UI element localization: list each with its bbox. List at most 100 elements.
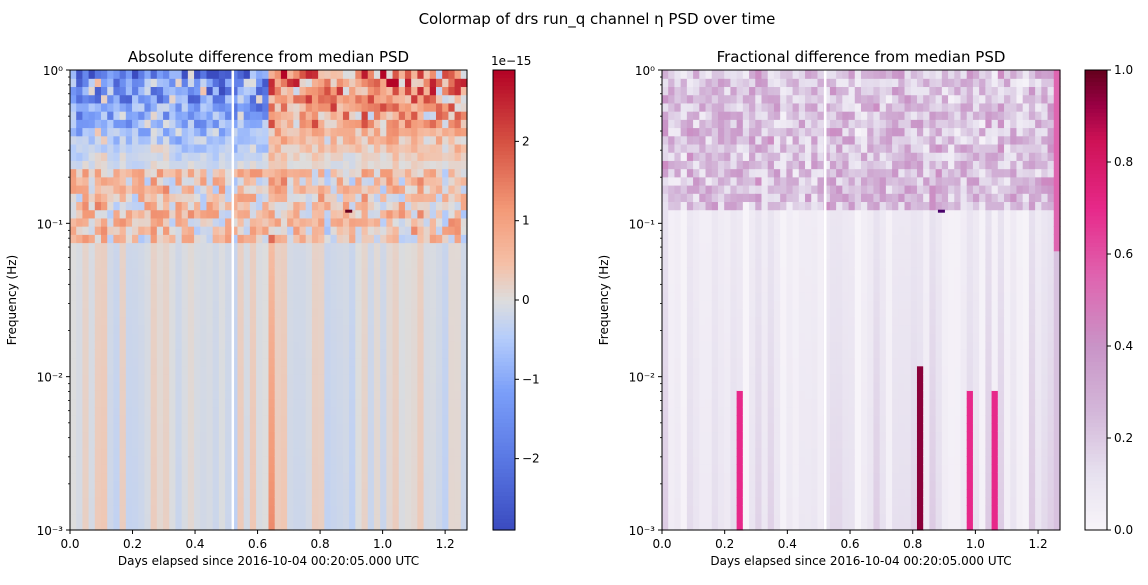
heatmap-cell bbox=[330, 193, 338, 203]
heatmap-cell bbox=[212, 291, 220, 301]
heatmap-cell bbox=[76, 505, 83, 515]
heatmap-cell bbox=[299, 160, 307, 170]
heatmap-cell bbox=[742, 398, 750, 408]
heatmap-cell bbox=[380, 324, 387, 334]
heatmap-cell bbox=[82, 70, 90, 79]
heatmap-cell bbox=[361, 119, 369, 129]
heatmap-cell bbox=[773, 464, 781, 474]
heatmap-cell bbox=[336, 209, 344, 219]
heatmap-cell bbox=[287, 209, 294, 219]
heatmap-cell bbox=[386, 135, 394, 145]
heatmap-cell bbox=[76, 135, 83, 145]
heatmap-cell bbox=[711, 308, 719, 318]
heatmap-cell bbox=[668, 185, 676, 194]
heatmap-cell bbox=[386, 324, 394, 334]
heatmap-cell bbox=[218, 308, 226, 318]
heatmap-cell bbox=[749, 488, 756, 498]
heatmap-cell bbox=[237, 423, 245, 433]
heatmap-cell bbox=[311, 152, 319, 161]
heatmap-cell bbox=[693, 193, 700, 203]
heatmap-cell bbox=[101, 300, 108, 309]
heatmap-cell bbox=[392, 143, 400, 153]
heatmap-cell bbox=[448, 415, 456, 424]
heatmap-cell bbox=[454, 480, 462, 490]
heatmap-cell bbox=[324, 300, 332, 309]
heatmap-cell bbox=[243, 398, 251, 408]
heatmap-cell bbox=[150, 357, 158, 367]
heatmap-cell bbox=[218, 258, 226, 268]
heatmap-cell bbox=[175, 332, 183, 342]
heatmap-cell bbox=[711, 201, 719, 211]
heatmap-cell bbox=[144, 78, 152, 88]
heatmap-cell bbox=[662, 185, 669, 194]
heatmap-cell bbox=[380, 365, 387, 375]
heatmap-cell bbox=[442, 119, 449, 129]
heatmap-cell bbox=[423, 513, 431, 523]
heatmap-cell bbox=[249, 143, 257, 153]
heatmap-cell bbox=[680, 472, 688, 482]
heatmap-cell bbox=[361, 439, 369, 449]
heatmap-cell bbox=[249, 258, 257, 268]
heatmap-cell bbox=[76, 250, 83, 260]
colorbar-band bbox=[493, 449, 515, 454]
heatmap-cell bbox=[132, 168, 139, 178]
heatmap-cell bbox=[237, 406, 245, 416]
heatmap-cell bbox=[119, 505, 127, 515]
heatmap-cell bbox=[287, 357, 294, 367]
heatmap-cell bbox=[119, 111, 127, 120]
heatmap-cell bbox=[262, 308, 270, 318]
heatmap-cell bbox=[200, 341, 208, 350]
heatmap-cell bbox=[119, 431, 127, 441]
heatmap-cell bbox=[175, 209, 183, 219]
heatmap-cell bbox=[280, 152, 288, 161]
heatmap-cell bbox=[668, 406, 676, 416]
heatmap-cell bbox=[386, 349, 394, 359]
heatmap-cell bbox=[181, 168, 189, 178]
heatmap-cells bbox=[70, 70, 468, 531]
heatmap-cell bbox=[150, 365, 158, 375]
heatmap-cell bbox=[423, 267, 431, 276]
heatmap-cell bbox=[386, 250, 394, 260]
heatmap-cell bbox=[686, 488, 694, 498]
heatmap-cell bbox=[225, 357, 232, 367]
heatmap-cell bbox=[318, 160, 325, 170]
heatmap-cell bbox=[163, 464, 170, 474]
heatmap-cell bbox=[274, 94, 282, 104]
heatmap-cell bbox=[680, 234, 688, 244]
heatmap-cell bbox=[287, 464, 294, 474]
heatmap-cell bbox=[169, 406, 177, 416]
heatmap-cell bbox=[411, 382, 418, 391]
heatmap-cell bbox=[70, 406, 77, 416]
heatmap-cell bbox=[150, 406, 158, 416]
heatmap-cell bbox=[786, 497, 794, 506]
heatmap-cell bbox=[761, 102, 769, 112]
heatmap-cell bbox=[274, 176, 282, 186]
heatmap-cell bbox=[442, 143, 449, 153]
heatmap-cell bbox=[318, 398, 325, 408]
heatmap-cell bbox=[156, 324, 164, 334]
heatmap-cell bbox=[324, 242, 332, 252]
heatmap-cell bbox=[107, 283, 115, 293]
heatmap-cell bbox=[330, 176, 338, 186]
heatmap-cell bbox=[662, 176, 669, 186]
heatmap-cell bbox=[305, 308, 313, 318]
heatmap-cell bbox=[342, 357, 350, 367]
heatmap-cell bbox=[349, 332, 356, 342]
heatmap-cell bbox=[163, 111, 170, 120]
heatmap-cell bbox=[417, 201, 425, 211]
heatmap-cell bbox=[668, 193, 676, 203]
heatmap-cell bbox=[330, 497, 338, 506]
heatmap-cell bbox=[773, 316, 781, 326]
heatmap-cell bbox=[175, 357, 183, 367]
heatmap-cell bbox=[107, 447, 115, 457]
heatmap-cell bbox=[293, 341, 301, 350]
heatmap-cell bbox=[243, 258, 251, 268]
heatmap-cell bbox=[767, 406, 775, 416]
heatmap-cell bbox=[225, 439, 232, 449]
heatmap-cell bbox=[132, 119, 139, 129]
heatmap-cell bbox=[367, 242, 375, 252]
heatmap-cell bbox=[125, 160, 133, 170]
heatmap-cell bbox=[144, 398, 152, 408]
heatmap-cell bbox=[380, 505, 387, 515]
heatmap-cell bbox=[380, 168, 387, 178]
